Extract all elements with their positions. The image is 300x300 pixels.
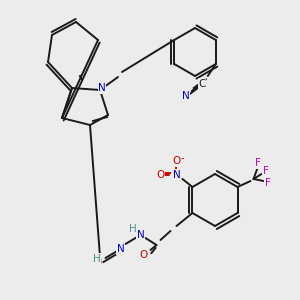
Text: N: N (182, 91, 190, 101)
Text: F: F (265, 178, 271, 188)
Text: N: N (117, 244, 124, 254)
Text: N: N (136, 230, 144, 240)
Text: H: H (93, 254, 101, 264)
Text: O: O (156, 170, 165, 180)
Text: -: - (181, 153, 184, 163)
Text: F: F (262, 166, 268, 176)
Text: N: N (172, 170, 180, 180)
Text: O: O (172, 156, 181, 166)
Text: C: C (198, 79, 206, 89)
Text: H: H (129, 224, 136, 234)
Text: N: N (98, 83, 106, 93)
Text: F: F (255, 158, 260, 168)
Text: O: O (140, 250, 148, 260)
